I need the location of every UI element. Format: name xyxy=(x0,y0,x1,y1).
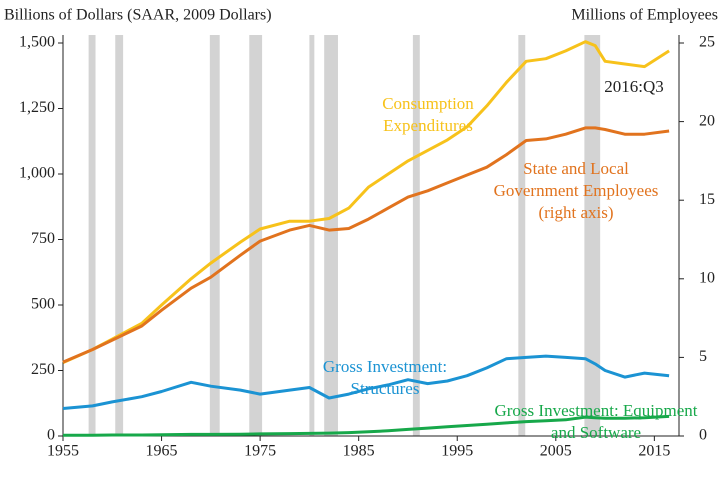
series-line xyxy=(63,414,670,437)
y2-tick-label: 0 xyxy=(699,427,707,444)
recession-band xyxy=(412,35,420,436)
annotation: Expenditures xyxy=(383,116,473,135)
series-line xyxy=(62,40,670,364)
y-tick-label: 1,250 xyxy=(19,99,55,116)
series-line xyxy=(62,126,670,364)
recession-band xyxy=(115,35,124,436)
x-tick-label: 1965 xyxy=(146,443,178,460)
annotation: Gross Investment: xyxy=(323,357,447,376)
series-line xyxy=(62,354,670,410)
x-tick-label: 1955 xyxy=(47,443,79,460)
annotation: Consumption xyxy=(382,94,474,113)
recession-band xyxy=(309,35,315,436)
annotation: Government Employees xyxy=(494,181,659,200)
y2-tick-label: 15 xyxy=(699,191,715,208)
y2-tick-label: 10 xyxy=(699,269,715,286)
x-tick-label: 1975 xyxy=(244,443,276,460)
annotation: State and Local xyxy=(523,159,629,178)
recession-band xyxy=(249,35,263,436)
annotation: and Software xyxy=(551,423,641,442)
recession-band xyxy=(88,35,96,436)
x-tick-label: 2005 xyxy=(540,443,572,460)
x-tick-label: 1995 xyxy=(441,443,473,460)
y-tick-label: 750 xyxy=(31,230,55,247)
y2-tick-label: 25 xyxy=(699,34,715,51)
y-tick-label: 0 xyxy=(47,427,55,444)
y-tick-label: 500 xyxy=(31,296,55,313)
annotation: Gross Investment: Equipment xyxy=(494,401,697,420)
annotation: 2016:Q3 xyxy=(604,77,664,96)
recession-band xyxy=(584,35,601,436)
y2-axis-label: Millions of Employees xyxy=(571,7,718,24)
y-axis-label: Billions of Dollars (SAAR, 2009 Dollars) xyxy=(4,7,272,24)
y-tick-label: 250 xyxy=(31,361,55,378)
recession-band xyxy=(324,35,338,436)
x-tick-label: 1985 xyxy=(343,443,375,460)
y-tick-label: 1,000 xyxy=(19,165,55,182)
annotation: Structures xyxy=(351,379,420,398)
annotation: (right axis) xyxy=(538,203,613,222)
y2-tick-label: 5 xyxy=(699,348,707,365)
y2-tick-label: 20 xyxy=(699,112,715,129)
recession-band xyxy=(518,35,526,436)
x-tick-label: 2015 xyxy=(638,443,670,460)
recession-band xyxy=(209,35,220,436)
y-tick-label: 1,500 xyxy=(19,34,55,51)
